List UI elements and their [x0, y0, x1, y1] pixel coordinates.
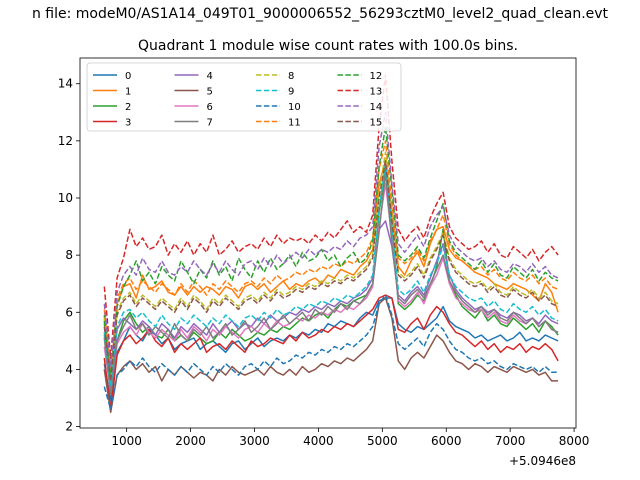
series-line-7: [103, 171, 559, 396]
x-axis-offset-label: +5.0946e8: [509, 454, 576, 468]
series-line-6: [103, 182, 559, 394]
series-line-13: [103, 74, 559, 359]
y-tick-label: 10: [58, 191, 73, 205]
y-tick-label: 8: [65, 248, 73, 262]
y-tick-label: 14: [58, 77, 73, 91]
x-axis-ticks: 1000 2000 3000 4000 5000 6000 7000 8000: [111, 428, 589, 448]
x-tick-label: 7000: [495, 434, 526, 448]
legend-label-5: 5: [207, 87, 213, 98]
legend-label-15: 15: [370, 118, 383, 129]
series-line-9: [103, 162, 559, 388]
legend-label-13: 13: [370, 87, 383, 98]
series-line-15: [103, 160, 559, 382]
x-tick-label: 6000: [431, 434, 462, 448]
series-line-12: [103, 125, 559, 379]
chart-title: Quadrant 1 module wise count rates with …: [138, 38, 518, 54]
y-tick-label: 2: [65, 420, 73, 434]
legend-label-8: 8: [288, 71, 294, 82]
x-tick-label: 2000: [175, 434, 206, 448]
legend-box: [86, 62, 402, 132]
y-axis-ticks: 2 4 6 8 10 12 14: [58, 77, 80, 434]
y-tick-label: 4: [65, 362, 73, 376]
legend-label-11: 11: [288, 118, 301, 129]
legend-label-10: 10: [288, 102, 301, 113]
x-tick-label: 1000: [111, 434, 142, 448]
x-tick-label: 3000: [239, 434, 270, 448]
legend-label-14: 14: [370, 102, 383, 113]
series-line-11: [103, 140, 559, 371]
series-line-8: [103, 151, 559, 376]
chart-suptitle: n file: modeM0/AS1A14_049T01_9000006552_…: [32, 6, 609, 22]
legend-label-0: 0: [125, 71, 131, 82]
series-line-1: [103, 160, 559, 374]
series-line-14: [103, 111, 559, 368]
x-tick-label: 5000: [367, 434, 398, 448]
legend-label-3: 3: [125, 118, 131, 129]
plot-lines: [103, 74, 559, 414]
legend-label-4: 4: [207, 71, 213, 82]
legend-label-1: 1: [125, 87, 131, 98]
y-tick-label: 6: [65, 305, 73, 319]
legend-label-2: 2: [125, 102, 131, 113]
x-tick-label: 8000: [559, 434, 590, 448]
y-tick-label: 12: [58, 134, 73, 148]
series-line-10: [103, 294, 559, 411]
legend-label-6: 6: [207, 102, 213, 113]
legend-label-9: 9: [288, 87, 294, 98]
x-tick-label: 4000: [303, 434, 334, 448]
series-line-3: [103, 294, 559, 411]
axes-frame: [79, 57, 577, 429]
legend-label-12: 12: [370, 71, 383, 82]
legend-label-7: 7: [207, 118, 213, 129]
